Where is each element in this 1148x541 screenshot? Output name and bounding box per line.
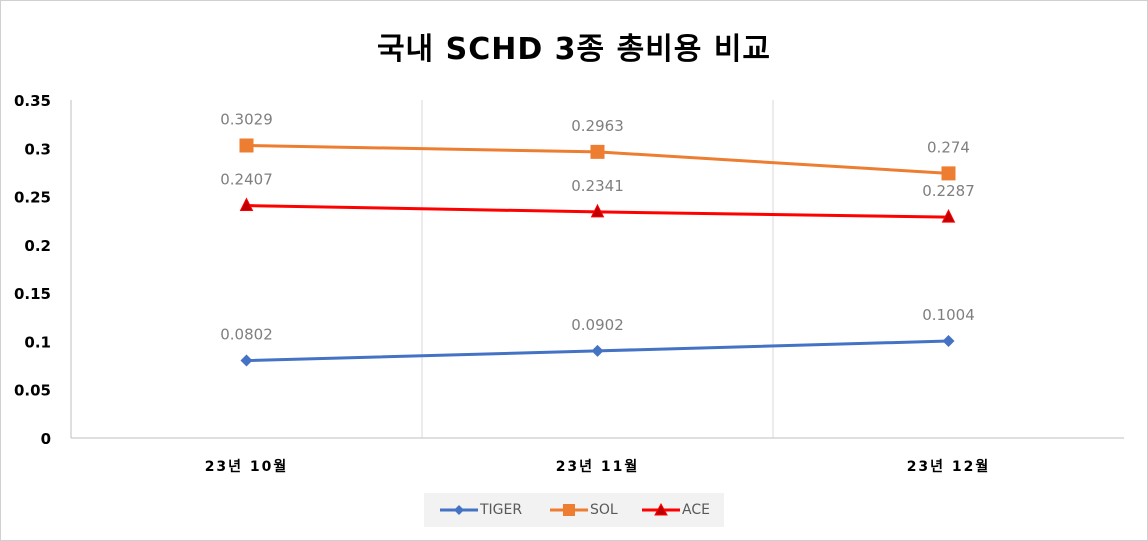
y-tick-label: 0.35	[14, 92, 51, 110]
data-point-sol	[590, 144, 605, 159]
data-label-tiger: 0.0902	[571, 316, 624, 334]
data-label-tiger: 0.1004	[922, 306, 975, 324]
y-tick-label: 0.25	[14, 189, 51, 207]
legend-swatch-ace	[642, 502, 680, 516]
data-point-ace	[239, 197, 254, 212]
x-tick-label: 23년 11월	[556, 458, 640, 475]
data-label-ace: 0.2287	[922, 182, 975, 200]
data-label-sol: 0.274	[927, 138, 970, 156]
y-tick-label: 0.2	[24, 237, 51, 255]
legend-item-tiger: TIGER	[438, 493, 522, 527]
data-point-ace	[941, 209, 956, 223]
y-tick-label: 0.3	[24, 140, 51, 158]
legend-label-tiger: TIGER	[480, 502, 523, 518]
legend-item-sol: SOL	[548, 493, 618, 527]
y-tick-label: 0.15	[14, 285, 51, 303]
y-tick-label: 0.05	[14, 382, 51, 400]
x-tick-label: 23년 10월	[205, 458, 289, 475]
legend-label-ace: ACE	[682, 502, 710, 518]
data-point-tiger	[942, 335, 955, 348]
data-label-ace: 0.2341	[571, 177, 624, 195]
legend-swatch-sol	[550, 504, 588, 516]
legend-swatch-tiger	[440, 505, 478, 515]
legend-label-sol: SOL	[590, 502, 618, 518]
data-label-sol: 0.3029	[220, 110, 273, 128]
data-point-sol	[941, 166, 956, 181]
x-tick-label: 23년 12월	[907, 458, 991, 475]
data-point-tiger	[591, 344, 604, 357]
legend: TIGER SOL ACE	[424, 493, 724, 527]
chart-title: 국내 SCHD 3종 총비용 비교	[376, 32, 772, 67]
data-label-sol: 0.2963	[571, 117, 624, 135]
data-point-sol	[239, 138, 254, 153]
data-point-tiger	[240, 354, 253, 367]
y-tick-label: 0	[41, 430, 51, 448]
data-label-ace: 0.2407	[220, 171, 273, 189]
data-label-tiger: 0.0802	[220, 326, 273, 344]
data-point-ace	[590, 203, 605, 218]
y-tick-label: 0.1	[24, 333, 51, 351]
legend-item-ace: ACE	[640, 493, 710, 527]
